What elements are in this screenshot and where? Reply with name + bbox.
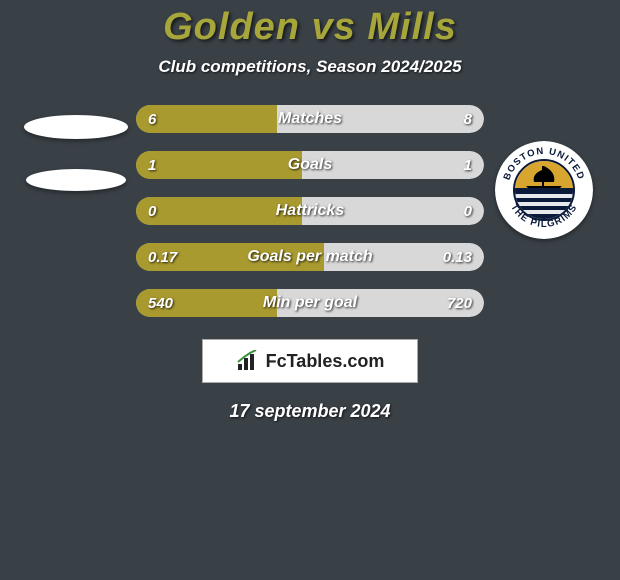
stat-row: 540Min per goal720	[136, 289, 484, 317]
page-title: Golden vs Mills	[163, 6, 457, 49]
left-player-graphic	[16, 105, 136, 191]
club-badge: BOSTON UNITED THE PILGRIMS	[495, 141, 593, 239]
stat-value-right: 1	[464, 151, 472, 179]
placeholder-ellipse	[26, 169, 126, 191]
date-text: 17 september 2024	[229, 401, 390, 422]
stat-label: Min per goal	[136, 289, 484, 317]
placeholder-ellipse	[24, 115, 128, 139]
badge-sky	[515, 161, 573, 188]
stat-row: 0.17Goals per match0.13	[136, 243, 484, 271]
badge-inner	[513, 159, 575, 221]
stat-row: 6Matches8	[136, 105, 484, 133]
stat-value-right: 0	[464, 197, 472, 225]
comparison-region: 6Matches8 1Goals1 0Hattricks0 0.17Goals per…	[0, 105, 620, 317]
stat-label: Goals	[136, 151, 484, 179]
brand-text: FcTables.com	[266, 351, 385, 372]
brand-box[interactable]: FcTables.com	[202, 339, 418, 383]
stat-label: Hattricks	[136, 197, 484, 225]
stat-value-right: 720	[447, 289, 472, 317]
page-subtitle: Club competitions, Season 2024/2025	[158, 57, 461, 77]
stats-table: 6Matches8 1Goals1 0Hattricks0 0.17Goals per…	[136, 105, 484, 317]
stat-label: Goals per match	[136, 243, 484, 271]
content-wrap: Golden vs Mills Club competitions, Seaso…	[0, 0, 620, 580]
stat-value-right: 0.13	[443, 243, 472, 271]
bars-icon	[236, 350, 262, 372]
stat-row: 0Hattricks0	[136, 197, 484, 225]
stat-value-right: 8	[464, 105, 472, 133]
right-player-graphic: BOSTON UNITED THE PILGRIMS	[484, 105, 604, 239]
badge-sea	[515, 188, 573, 219]
stat-row: 1Goals1	[136, 151, 484, 179]
stat-label: Matches	[136, 105, 484, 133]
